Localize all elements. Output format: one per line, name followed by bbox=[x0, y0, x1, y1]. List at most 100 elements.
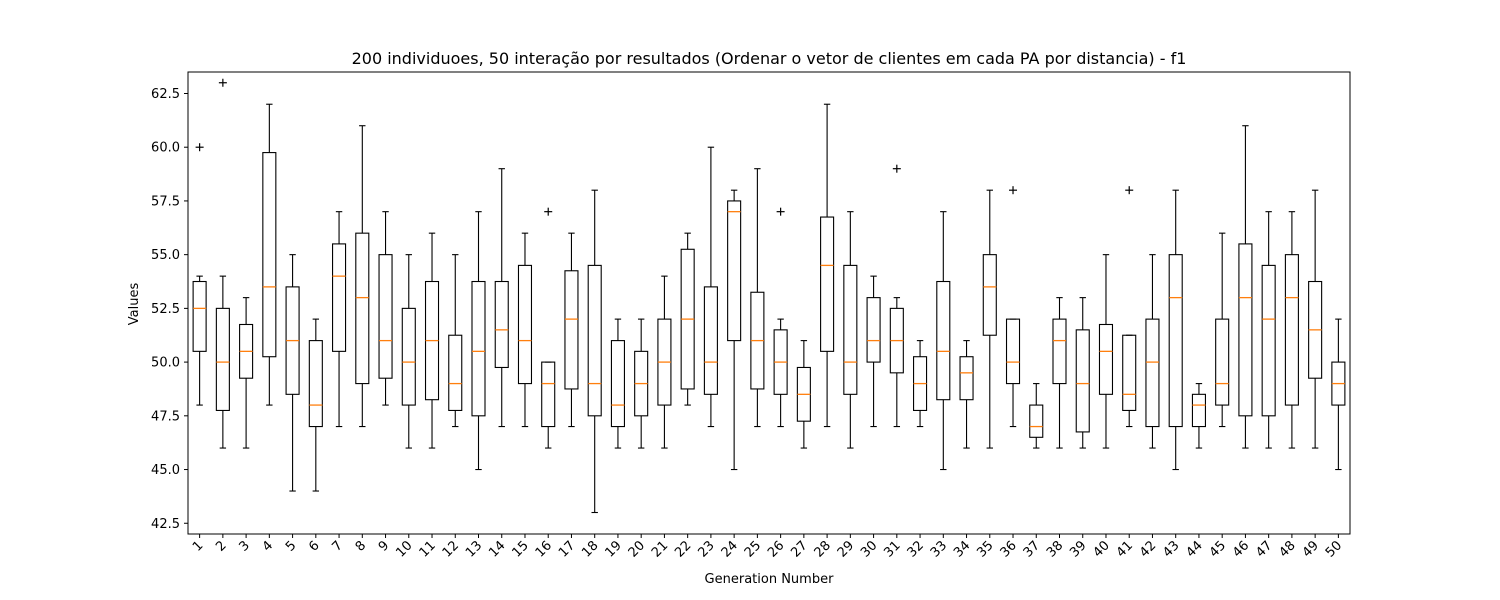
box-iqr bbox=[843, 264, 858, 395]
box-5 bbox=[285, 254, 300, 492]
x-tick-label: 17 bbox=[556, 538, 578, 560]
box-iqr bbox=[378, 254, 393, 379]
x-tick-label: 50 bbox=[1323, 538, 1345, 560]
y-tick-label: 60.0 bbox=[151, 141, 180, 156]
box-iqr bbox=[1052, 318, 1067, 385]
x-tick-label: 7 bbox=[329, 538, 345, 554]
box-6 bbox=[308, 318, 323, 492]
x-tick-label: 43 bbox=[1160, 538, 1182, 560]
box-iqr bbox=[1215, 318, 1230, 406]
x-tick-label: 45 bbox=[1207, 538, 1229, 560]
y-tick-label: 50.0 bbox=[151, 356, 180, 371]
boxes-group bbox=[192, 78, 1346, 514]
box-iqr bbox=[448, 334, 463, 411]
x-tick-label: 4 bbox=[260, 538, 276, 554]
box-17 bbox=[564, 232, 579, 428]
x-tick-label: 37 bbox=[1021, 538, 1043, 560]
box-iqr bbox=[982, 254, 997, 336]
box-iqr bbox=[936, 280, 951, 401]
x-tick-label: 6 bbox=[306, 538, 322, 554]
box-40 bbox=[1098, 254, 1114, 449]
box-24 bbox=[727, 189, 742, 471]
box-38 bbox=[1052, 297, 1067, 449]
box-iqr bbox=[1284, 254, 1299, 406]
y-tick-label: 62.5 bbox=[151, 87, 180, 102]
x-tick-label: 25 bbox=[742, 538, 764, 560]
x-tick-label: 18 bbox=[579, 538, 601, 560]
y-tick-label: 47.5 bbox=[151, 409, 180, 424]
y-tick-label: 55.0 bbox=[151, 248, 180, 263]
box-iqr bbox=[517, 264, 533, 385]
box-iqr bbox=[1075, 329, 1090, 433]
box-27 bbox=[796, 340, 811, 449]
y-tick-label: 45.0 bbox=[151, 463, 180, 478]
box-iqr bbox=[332, 243, 347, 352]
box-iqr bbox=[1029, 404, 1044, 438]
y-tick-label: 52.5 bbox=[151, 302, 180, 317]
x-tick-label: 28 bbox=[812, 538, 834, 560]
x-tick-label: 24 bbox=[719, 538, 741, 560]
box-46 bbox=[1238, 125, 1253, 449]
x-tick-label: 11 bbox=[417, 538, 439, 560]
box-32 bbox=[913, 340, 928, 428]
box-iqr bbox=[1005, 318, 1021, 385]
x-tick-label: 21 bbox=[649, 538, 671, 560]
box-iqr bbox=[215, 307, 230, 411]
x-tick-label: 33 bbox=[928, 538, 950, 560]
x-tick-label: 41 bbox=[1114, 538, 1136, 560]
x-tick-label: 23 bbox=[695, 538, 717, 560]
x-tick-label: 27 bbox=[788, 538, 810, 560]
box-8 bbox=[355, 125, 370, 428]
box-16 bbox=[541, 207, 556, 449]
box-11 bbox=[424, 232, 440, 449]
box-iqr bbox=[587, 264, 602, 417]
box-39 bbox=[1075, 297, 1090, 449]
box-iqr bbox=[1168, 254, 1183, 428]
x-axis-label: Generation Number bbox=[705, 572, 835, 587]
box-iqr bbox=[610, 340, 625, 428]
box-2 bbox=[215, 78, 230, 449]
flier-point bbox=[1009, 186, 1018, 195]
box-29 bbox=[843, 211, 858, 449]
box-12 bbox=[448, 254, 463, 428]
x-tick-label: 10 bbox=[393, 538, 415, 560]
box-26 bbox=[773, 207, 788, 428]
flier-point bbox=[1125, 186, 1134, 195]
x-tick-label: 49 bbox=[1300, 538, 1322, 560]
box-31 bbox=[889, 164, 904, 428]
x-tick-label: 31 bbox=[881, 538, 903, 560]
x-tick-label: 29 bbox=[835, 538, 857, 560]
box-48 bbox=[1284, 211, 1299, 449]
box-iqr bbox=[820, 216, 835, 352]
x-tick-label: 2 bbox=[213, 538, 229, 554]
x-tick-label: 40 bbox=[1091, 538, 1113, 560]
y-axis: 42.5 45.0 47.5 50.0 52.5 55.0 57.5 60.0 62.5 bbox=[151, 87, 188, 532]
x-tick-label: 19 bbox=[602, 538, 624, 560]
box-14 bbox=[494, 168, 509, 428]
box-1 bbox=[192, 143, 207, 406]
box-iqr bbox=[1191, 393, 1206, 428]
x-tick-label: 1 bbox=[190, 538, 206, 554]
box-iqr bbox=[1238, 243, 1253, 417]
box-3 bbox=[239, 297, 254, 449]
x-tick-label: 38 bbox=[1044, 538, 1066, 560]
box-iqr bbox=[866, 297, 881, 363]
box-36 bbox=[1005, 186, 1021, 428]
x-tick-label: 8 bbox=[353, 538, 369, 554]
box-34 bbox=[959, 340, 974, 449]
x-tick-label: 22 bbox=[672, 538, 694, 560]
box-18 bbox=[587, 189, 602, 514]
box-iqr bbox=[494, 280, 509, 369]
box-iqr bbox=[401, 307, 416, 406]
box-22 bbox=[680, 232, 695, 406]
box-21 bbox=[657, 275, 672, 449]
x-tick-label: 32 bbox=[905, 538, 927, 560]
x-tick-label: 42 bbox=[1137, 538, 1159, 560]
box-49 bbox=[1308, 189, 1323, 449]
box-7 bbox=[332, 211, 347, 428]
x-tick-label: 48 bbox=[1276, 538, 1298, 560]
box-iqr bbox=[1145, 318, 1160, 428]
box-25 bbox=[750, 168, 765, 428]
box-15 bbox=[517, 232, 533, 428]
box-iqr bbox=[355, 232, 370, 385]
